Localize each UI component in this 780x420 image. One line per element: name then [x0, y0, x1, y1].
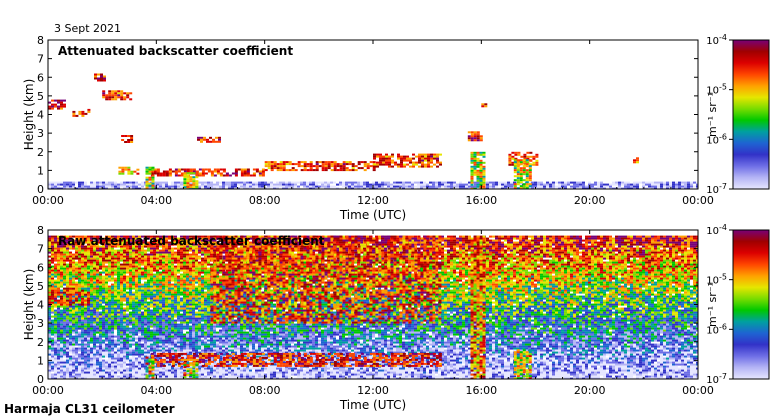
y-tick-label: 1: [37, 164, 44, 177]
heatmap-feature: [373, 153, 442, 168]
y-tick-label: 2: [37, 336, 44, 349]
colorbar-tick-label: 10-4: [706, 223, 727, 237]
colorbar-unit-label: m⁻¹ sr⁻¹: [706, 92, 719, 137]
heatmap-feature: [150, 352, 442, 367]
panel-title: Attenuated backscatter coefficient: [58, 44, 293, 58]
plot-area: [48, 230, 698, 379]
y-tick-label: 7: [37, 53, 44, 66]
x-axis-label: Time (UTC): [339, 398, 406, 412]
heatmap-feature: [102, 90, 133, 101]
x-tick-label: 16:00: [465, 384, 497, 397]
colorbar-unit-label: m⁻¹ sr⁻¹: [706, 282, 719, 327]
y-tick-label: 4: [37, 299, 44, 312]
y-tick-label: 4: [37, 109, 44, 122]
heatmap-feature: [481, 103, 488, 108]
heatmap-feature: [633, 157, 639, 164]
heatmap-feature: [513, 159, 532, 189]
x-tick-label: 12:00: [357, 384, 389, 397]
colorbar-top: 10-4 10-5 10-6 10-7 m⁻¹ sr⁻¹: [706, 33, 770, 196]
colorbar-bottom: 10-4 10-5 10-6 10-7 m⁻¹ sr⁻¹: [706, 223, 770, 386]
x-tick-label: 08:00: [249, 194, 281, 207]
x-tick-label: 00:00: [32, 194, 64, 207]
heatmap-feature: [470, 235, 486, 379]
date-label: 3 Sept 2021: [54, 22, 122, 35]
x-tick-label: 20:00: [574, 384, 606, 397]
station-label: Harmaja CL31 ceilometer: [4, 402, 175, 416]
y-tick-label: 0: [37, 183, 44, 196]
colorbar-gradient: [732, 39, 770, 190]
colorbar-tick-label: 10-5: [706, 273, 727, 287]
heatmap-feature: [48, 287, 90, 306]
y-axis-label: Height (km): [22, 269, 36, 340]
x-tick-label: 20:00: [574, 194, 606, 207]
x-axis-label: Time (UTC): [339, 208, 406, 222]
y-tick-label: 6: [37, 71, 44, 84]
y-tick-label: 5: [37, 280, 44, 293]
x-tick-label: 08:00: [249, 384, 281, 397]
y-tick-label: 6: [37, 261, 44, 274]
y-tick-label: 1: [37, 354, 44, 367]
colorbar-tick-label: 10-4: [706, 33, 727, 47]
heatmap-feature: [470, 151, 486, 189]
heatmap-feature: [513, 349, 532, 379]
colorbar-gradient: [732, 229, 770, 380]
heatmap-feature: [145, 356, 155, 379]
heatmap-feature: [210, 235, 442, 324]
y-tick-label: 5: [37, 90, 44, 103]
panel-attenuated-backscatter: 0 1 2 3 4 5 6 7 8 00:00 04:00 08:00 12:00 16:00 20:00 0…: [22, 34, 714, 222]
y-tick-label: 8: [37, 224, 44, 237]
heatmap-feature: [48, 99, 66, 110]
x-tick-label: 04:00: [140, 194, 172, 207]
colorbar-tick-label: 10-7: [706, 372, 727, 386]
y-axis-label: Height (km): [22, 79, 36, 150]
colorbar-tick-label: 10-5: [706, 83, 727, 97]
plot-area: [48, 40, 698, 189]
x-tick-label: 00:00: [32, 384, 64, 397]
heatmap-feature: [72, 108, 91, 117]
y-tick-label: 2: [37, 146, 44, 159]
heatmap-feature: [121, 135, 134, 143]
y-tick-label: 3: [37, 317, 44, 330]
x-tick-label: 00:00: [682, 384, 714, 397]
heatmap-feature: [197, 136, 221, 143]
y-tick-label: 3: [37, 127, 44, 140]
colorbar-tick-label: 10-6: [706, 132, 727, 146]
colorbar-tick-label: 10-7: [706, 182, 727, 196]
heatmap-feature: [264, 161, 376, 172]
heatmap-feature: [467, 131, 483, 142]
colorbar-tick-label: 10-6: [706, 322, 727, 336]
y-tick-label: 7: [37, 243, 44, 256]
y-tick-label: 0: [37, 373, 44, 386]
x-tick-label: 00:00: [682, 194, 714, 207]
x-tick-label: 04:00: [140, 384, 172, 397]
heatmap-feature: [118, 166, 140, 175]
y-tick-label: 8: [37, 34, 44, 47]
panel-raw-attenuated-backscatter: 0 1 2 3 4 5 6 7 8 00:00 04:00 08:00 12:00 16:00 20:00 0…: [22, 224, 714, 412]
heatmap-feature: [94, 73, 106, 82]
x-tick-label: 12:00: [357, 194, 389, 207]
x-tick-label: 16:00: [465, 194, 497, 207]
panel-title: Raw attenuated backscatter coefficient: [58, 234, 325, 248]
heatmap-feature: [145, 166, 155, 189]
